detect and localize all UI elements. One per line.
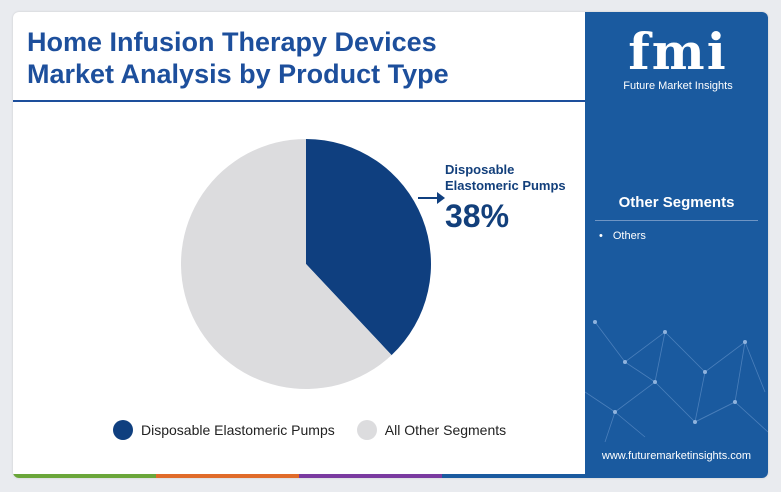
- pie-slices: [180, 139, 431, 389]
- accent-bar-segment: [299, 474, 442, 478]
- legend-label-other: All Other Segments: [384, 422, 507, 438]
- logo-subtitle: Future Market Insights: [623, 80, 733, 92]
- callout-label-line-2: Elastomeric Pumps: [445, 178, 566, 193]
- chart-title: Home Infusion Therapy Devices Market Ana…: [27, 26, 567, 90]
- sidebar: fmi Future Market Insights Other Segment…: [585, 12, 768, 478]
- other-segments-heading: Other Segments: [618, 194, 735, 211]
- callout-label-line-1: Disposable: [445, 162, 515, 177]
- legend-item-primary: Disposable Elastomeric Pumps: [113, 420, 335, 440]
- pie-slice-all-other-segments: [180, 139, 392, 389]
- title-line-1: Home Infusion Therapy Devices: [27, 27, 437, 57]
- callout-value: 38%: [445, 198, 510, 234]
- callout-label: Disposable Elastomeric Pumps: [445, 162, 566, 194]
- fmi-logo: fmi: [628, 22, 728, 81]
- sidebar-divider: [595, 220, 758, 221]
- legend-swatch-other: [356, 420, 377, 440]
- accent-bar-segment: [442, 474, 585, 478]
- pie-chart: [180, 139, 445, 389]
- legend-swatch-primary: [113, 420, 133, 440]
- network-graphic: [585, 320, 768, 442]
- accent-bar-segment: [13, 474, 156, 478]
- title-divider: [13, 100, 585, 102]
- pie-slice-disposable-elastomeric-pumps: [306, 139, 431, 356]
- website-url: www.futuremarketinsights.com: [601, 450, 752, 462]
- accent-bar-segment: [156, 474, 299, 478]
- legend-item-other: All Other Segments: [356, 420, 507, 440]
- color-accent-bar: [13, 474, 585, 478]
- legend: Disposable Elastomeric Pumps All Other S…: [113, 418, 506, 442]
- segment-item: Others: [599, 230, 646, 242]
- title-line-2: Market Analysis by Product Type: [27, 59, 449, 89]
- segment-list: Others: [599, 230, 646, 242]
- report-card: Home Infusion Therapy Devices Market Ana…: [13, 12, 768, 478]
- legend-label-primary: Disposable Elastomeric Pumps: [141, 422, 335, 438]
- callout-arrow: [418, 192, 445, 204]
